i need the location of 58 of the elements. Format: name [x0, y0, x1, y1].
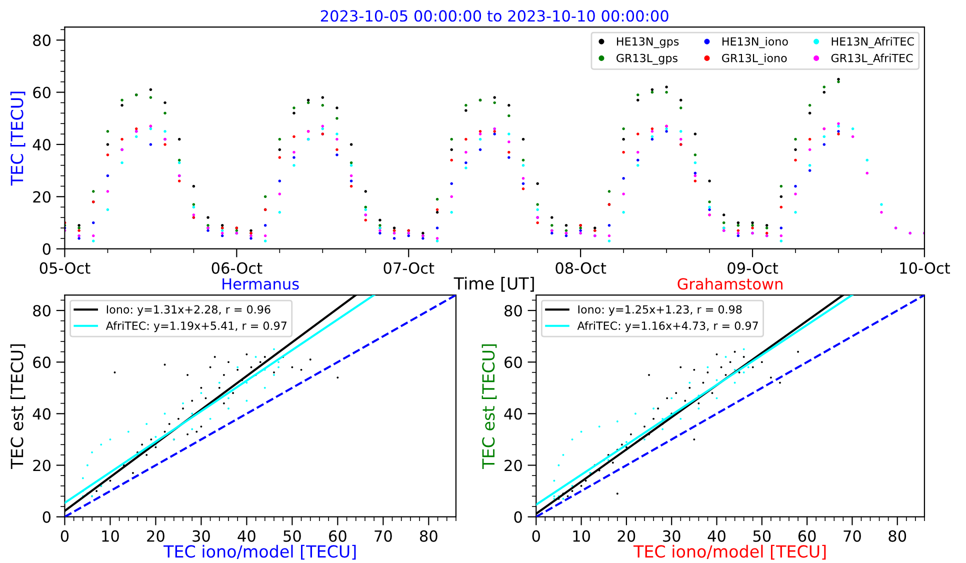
y-tick-label: 20 [33, 460, 51, 472]
x-tick-label: 80 [888, 530, 906, 542]
y-tick-label: 80 [504, 304, 522, 317]
y-tick-label: 0 [514, 511, 522, 523]
x-tick-label: 70 [844, 530, 861, 542]
x-tick-label: 0 [60, 530, 69, 542]
y-axis-title: TEC est [TECU] [10, 344, 26, 469]
x-axis-title: TEC iono/model [TECU] [163, 544, 356, 560]
y-tick-label: 40 [32, 138, 51, 150]
legend-label: Iono: y=1.25x+1.23, r = 0.98 [578, 305, 742, 316]
x-tick-label: 30 [192, 530, 210, 542]
legend-label: HE13N_AfriTEC [832, 37, 914, 48]
y-tick-label: 60 [33, 86, 51, 98]
x-tick-label: 40 [238, 530, 256, 542]
x-tick-label: 60 [329, 530, 346, 542]
y-tick-label: 60 [504, 356, 522, 368]
x-tick-label: 10 [102, 530, 119, 542]
y-tick-label: 0 [42, 243, 51, 255]
x-tick-label: 20 [618, 530, 636, 542]
y-axis-title: TEC est [TECU] [482, 344, 497, 469]
legend-label: Iono: y=1.31x+2.28, r = 0.96 [106, 305, 270, 316]
x-tick-label: 0 [532, 530, 540, 542]
y-tick-label: 80 [33, 34, 51, 46]
x-tick-label: 50 [753, 530, 771, 542]
legend-label: AfriTEC: y=1.19x+5.41, r = 0.97 [106, 321, 286, 332]
y-axis-title: TEC [TECU] [10, 92, 26, 186]
x-tick-label: 20 [147, 530, 164, 542]
x-tick-label: 60 [798, 530, 816, 542]
chart-title: Grahamstown [678, 278, 782, 290]
y-tick-label: 40 [32, 408, 51, 420]
chart-title: 2023-10-05 00:00:00 to 2023-10-10 00:00:00 [320, 10, 668, 22]
x-tick-label: 30 [663, 530, 680, 542]
y-tick-label: 20 [33, 191, 51, 203]
legend-label: GR13L_iono [722, 54, 787, 65]
x-tick-label: 50 [284, 530, 301, 542]
x-tick-label: 09-Oct [728, 262, 778, 274]
x-tick-label: 05-Oct [40, 262, 90, 274]
legend-label: GR13L_AfriTEC [831, 54, 913, 65]
legend-label: HE13N_iono [722, 37, 788, 48]
y-tick-label: 40 [504, 408, 522, 420]
x-tick-label: 07-Oct [384, 262, 434, 274]
legend-label: GR13L_gps [616, 54, 678, 65]
y-tick-label: 80 [33, 304, 51, 317]
x-tick-label: 70 [374, 530, 392, 542]
y-tick-label: 20 [504, 460, 522, 472]
x-tick-label: 06-Oct [212, 262, 262, 274]
y-tick-label: 0 [42, 511, 51, 523]
legend-label: HE13N_gps [617, 37, 679, 48]
x-tick-label: 10 [573, 530, 590, 542]
chart-title: Hermanus [222, 278, 299, 290]
x-axis-title: Time [UT] [454, 276, 534, 292]
x-tick-label: 80 [420, 530, 438, 542]
x-axis-title: TEC iono/model [TECU] [633, 544, 826, 560]
x-tick-label: 40 [708, 530, 726, 542]
legend-label: AfriTEC: y=1.16x+4.73, r = 0.97 [577, 321, 758, 332]
x-tick-label: 10-Oct [900, 262, 950, 274]
x-tick-label: 08-Oct [556, 262, 606, 274]
y-tick-label: 60 [33, 356, 51, 368]
